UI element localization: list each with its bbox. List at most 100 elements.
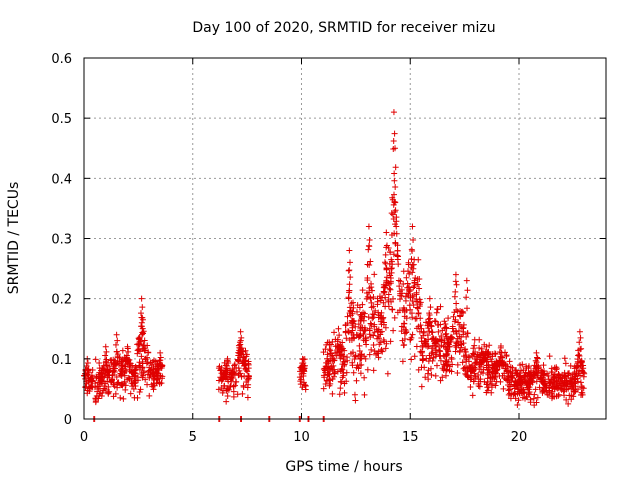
- data-point: [329, 390, 336, 397]
- data-point: [561, 392, 568, 399]
- data-point: [135, 377, 142, 384]
- data-point: [392, 199, 399, 206]
- data-point: [380, 284, 387, 291]
- data-point: [374, 328, 381, 335]
- x-tick-label: 20: [511, 430, 528, 445]
- data-point: [334, 336, 341, 343]
- data-point: [346, 337, 353, 344]
- data-point: [408, 246, 415, 253]
- data-point: [457, 344, 464, 351]
- data-point: [225, 360, 232, 367]
- data-point: [580, 385, 587, 392]
- data-point: [454, 361, 461, 368]
- data-point: [338, 379, 345, 386]
- data-point: [370, 303, 377, 310]
- data-point: [385, 291, 392, 298]
- data-point: [141, 337, 148, 344]
- data-point: [147, 359, 154, 366]
- data-point: [388, 265, 395, 272]
- data-point: [299, 367, 306, 374]
- data-point: [227, 383, 234, 390]
- data-point: [338, 366, 345, 373]
- data-point: [514, 384, 521, 391]
- data-point: [411, 256, 418, 263]
- data-point: [388, 210, 395, 217]
- data-point: [236, 339, 243, 346]
- data-point: [575, 370, 582, 377]
- data-point: [142, 345, 149, 352]
- data-point: [492, 351, 499, 358]
- data-point: [118, 382, 125, 389]
- data-point: [245, 375, 252, 382]
- data-point: [455, 319, 462, 326]
- data-point: [215, 377, 222, 384]
- data-point: [454, 369, 461, 376]
- data-point: [367, 320, 374, 327]
- data-point: [336, 332, 343, 339]
- data-point: [575, 352, 582, 359]
- data-point: [517, 362, 524, 369]
- data-point: [425, 376, 432, 383]
- data-point: [217, 367, 224, 374]
- data-point: [335, 345, 342, 352]
- data-point: [476, 366, 483, 373]
- data-point: [133, 364, 140, 371]
- data-point: [396, 283, 403, 290]
- data-point: [358, 355, 365, 362]
- data-point: [523, 393, 530, 400]
- data-point: [455, 327, 462, 334]
- data-point: [120, 395, 127, 402]
- data-point: [463, 294, 470, 301]
- data-point: [390, 327, 397, 334]
- data-point: [471, 336, 478, 343]
- data-point: [146, 392, 153, 399]
- data-point: [472, 360, 479, 367]
- data-point: [432, 372, 439, 379]
- data-point: [391, 208, 398, 215]
- data-point: [87, 376, 94, 383]
- data-point: [445, 358, 452, 365]
- data-point: [543, 385, 550, 392]
- data-point: [220, 371, 227, 378]
- data-point: [125, 348, 132, 355]
- data-point: [320, 349, 327, 356]
- data-point: [244, 394, 251, 401]
- data-point: [417, 315, 424, 322]
- data-point: [567, 375, 574, 382]
- data-point: [448, 354, 455, 361]
- data-point: [86, 388, 93, 395]
- data-point: [83, 363, 90, 370]
- data-point: [299, 355, 306, 362]
- data-point: [106, 363, 113, 370]
- data-point: [398, 286, 405, 293]
- data-point: [554, 378, 561, 385]
- data-point: [414, 304, 421, 311]
- data-point: [331, 369, 338, 376]
- data-point: [571, 365, 578, 372]
- data-point: [483, 381, 490, 388]
- data-point: [382, 345, 389, 352]
- data-point: [98, 376, 105, 383]
- data-point: [352, 397, 359, 404]
- data-point: [344, 357, 351, 364]
- data-point: [122, 363, 129, 370]
- data-point: [498, 363, 505, 370]
- data-point: [497, 343, 504, 350]
- data-point: [96, 359, 103, 366]
- data-point: [427, 355, 434, 362]
- data-point: [138, 353, 145, 360]
- data-point: [102, 352, 109, 359]
- data-point: [301, 381, 308, 388]
- data-point: [322, 381, 329, 388]
- data-point: [237, 328, 244, 335]
- data-point: [475, 380, 482, 387]
- data-point: [499, 372, 506, 379]
- data-point: [356, 342, 363, 349]
- data-point: [549, 385, 556, 392]
- data-point: [575, 351, 582, 358]
- data-point: [114, 337, 121, 344]
- data-point: [538, 378, 545, 385]
- data-point: [95, 385, 102, 392]
- data-point: [561, 373, 568, 380]
- data-point: [234, 391, 241, 398]
